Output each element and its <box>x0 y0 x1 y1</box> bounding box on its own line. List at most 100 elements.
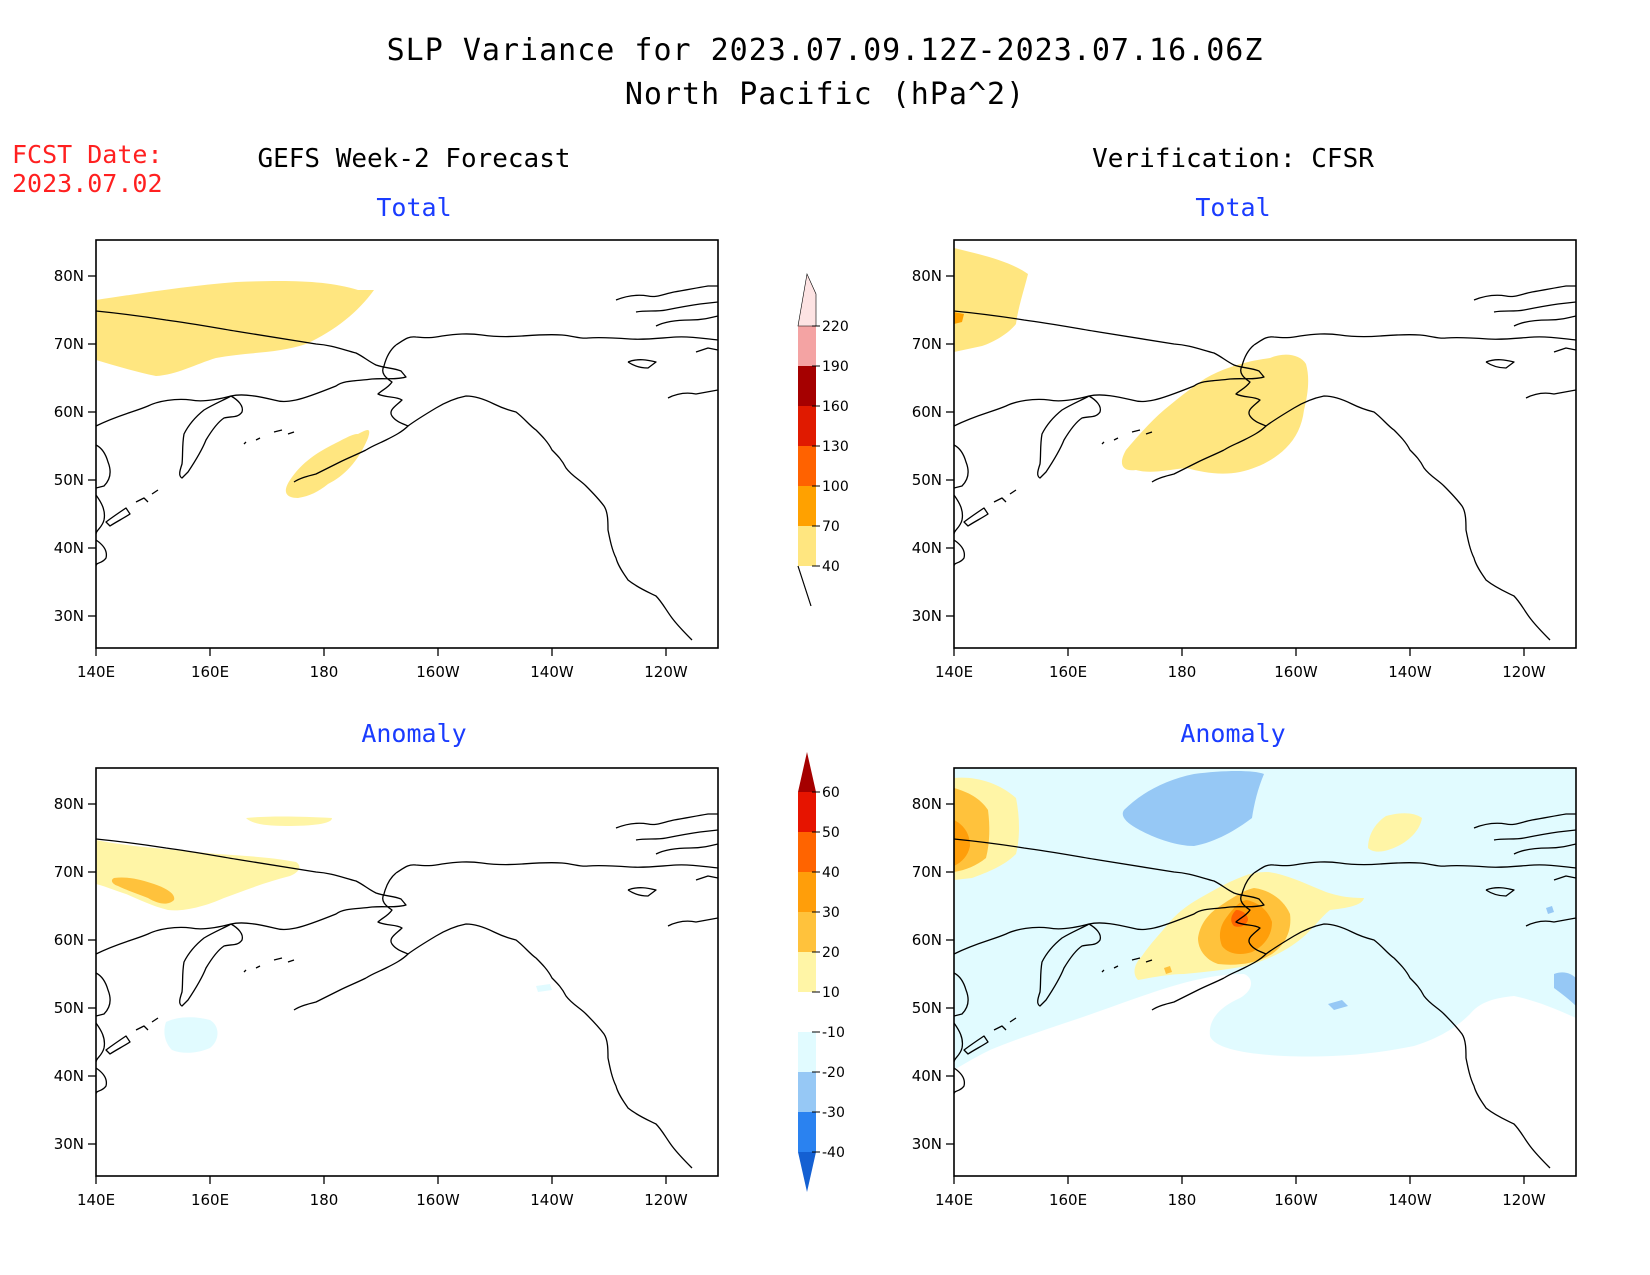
lat-tick-label: 80N <box>54 267 84 285</box>
lon-tick-label: 120W <box>1502 1191 1546 1209</box>
lat-tick-label: 60N <box>912 403 942 421</box>
panel-title-forecast-total: Total <box>376 193 451 222</box>
lat-tick-label: 50N <box>912 999 942 1017</box>
column-title-forecast: GEFS Week-2 Forecast <box>257 144 570 174</box>
colorbar-total-swatch <box>798 486 816 526</box>
lat-tick-label: 60N <box>912 931 942 949</box>
lon-tick-label: 120W <box>1502 663 1546 681</box>
shade-70-100 <box>954 312 964 324</box>
lon-tick-label: 180 <box>1168 1191 1197 1209</box>
shade-neg20-neg30 <box>1328 1000 1348 1010</box>
shade-30-40 <box>1219 900 1272 954</box>
shade-10-20 <box>1164 966 1172 974</box>
colorbar-anomaly-swatch <box>798 792 816 832</box>
lat-tick-label: 80N <box>912 795 942 813</box>
figure-subtitle: North Pacific (hPa^2) <box>625 77 1025 112</box>
colorbar-total-label: 190 <box>822 359 849 375</box>
shade-40-70 <box>96 280 374 376</box>
panel-forecast-total <box>87 239 719 657</box>
lat-tick-label: 40N <box>912 539 942 557</box>
colorbar-total: 40 70 100 130 160 190 220 <box>797 272 849 607</box>
lat-tick-label: 70N <box>54 863 84 881</box>
shade-neg20-neg30 <box>1122 771 1264 846</box>
colorbar-anomaly-label: 60 <box>822 785 840 801</box>
shade-40-70 <box>1121 354 1309 474</box>
lon-tick-label: 180 <box>310 663 339 681</box>
lat-tick-label: 50N <box>54 999 84 1017</box>
colorbar-total-label: 160 <box>822 399 849 415</box>
colorbar-total-tail <box>797 565 812 607</box>
shade-neg10-neg20 <box>536 984 552 992</box>
lon-tick-label: 180 <box>310 1191 339 1209</box>
axis-labels: 140E 160E 180 160W 140W 120W 80N 70N 60N 50N 40N 30… <box>54 267 1546 1209</box>
lat-tick-label: 30N <box>912 1135 942 1153</box>
lon-tick-label: 160E <box>1049 1191 1087 1209</box>
lat-tick-label: 40N <box>54 539 84 557</box>
lon-tick-label: 160W <box>1274 1191 1318 1209</box>
colorbar-total-label: 40 <box>822 559 840 575</box>
fcst-date-label: FCST Date: <box>12 140 163 169</box>
lon-tick-label: 140E <box>935 1191 973 1209</box>
shade-10-20 <box>96 840 300 911</box>
column-title-verification: Verification: CFSR <box>1092 144 1374 174</box>
figure-title: SLP Variance for 2023.07.09.12Z-2023.07.… <box>387 33 1264 68</box>
lon-tick-label: 140E <box>77 663 115 681</box>
panel-forecast-anomaly <box>87 767 719 1185</box>
lat-tick-label: 30N <box>912 607 942 625</box>
colorbar-anomaly-label: 20 <box>822 945 840 961</box>
fcst-date-value: 2023.07.02 <box>12 169 163 198</box>
lat-tick-label: 80N <box>912 267 942 285</box>
shade-10-20 <box>246 816 332 826</box>
colorbar-anomaly-swatch <box>798 912 816 952</box>
panel-title-verification-anomaly: Anomaly <box>1180 719 1285 748</box>
panel-verification-total <box>945 239 1577 657</box>
colorbar-anomaly-swatch <box>798 1072 816 1112</box>
colorbar-anomaly-swatch <box>798 952 816 992</box>
colorbar-anomaly-label: -10 <box>822 1025 845 1041</box>
lon-tick-label: 160W <box>1274 663 1318 681</box>
colorbar-total-swatch <box>798 446 816 486</box>
colorbar-total-swatch <box>798 326 816 366</box>
colorbar-anomaly-swatch <box>798 1112 816 1152</box>
lon-tick-label: 140E <box>935 663 973 681</box>
shade-40-70 <box>285 430 370 498</box>
colorbar-anomaly-label: 10 <box>822 985 840 1001</box>
shade-neg10-neg20 <box>164 1017 218 1053</box>
shade-20-30 <box>111 877 175 904</box>
shade-30-40 <box>954 820 970 866</box>
colorbar-anomaly-label: -20 <box>822 1065 845 1081</box>
panel-title-forecast-anomaly: Anomaly <box>361 719 466 748</box>
colorbar-anomaly-swatch <box>798 1152 816 1192</box>
panel-title-verification-total: Total <box>1195 193 1270 222</box>
colorbar-anomaly-swatch <box>798 992 816 1032</box>
colorbar-total-swatch <box>797 272 817 327</box>
colorbar-total-label: 70 <box>822 519 840 535</box>
colorbar-total-swatch <box>798 526 816 566</box>
colorbar-total-label: 130 <box>822 439 849 455</box>
colorbar-anomaly-label: 50 <box>822 825 840 841</box>
lon-tick-label: 140E <box>77 1191 115 1209</box>
panel-verification-anomaly <box>945 767 1577 1185</box>
colorbar-anomaly: -40 -30 -20 -10 10 20 30 40 50 60 <box>798 752 845 1192</box>
colorbar-anomaly-label: 30 <box>822 905 840 921</box>
shade-neg20-neg30 <box>1554 972 1576 1006</box>
colorbar-anomaly-swatch <box>798 872 816 912</box>
lat-tick-label: 60N <box>54 931 84 949</box>
lon-tick-label: 160W <box>416 1191 460 1209</box>
lon-tick-label: 160E <box>1049 663 1087 681</box>
lat-tick-label: 70N <box>54 335 84 353</box>
colorbar-anomaly-label: -40 <box>822 1145 845 1161</box>
shade-10-20 <box>1368 813 1422 852</box>
lat-tick-label: 50N <box>912 471 942 489</box>
lon-tick-label: 160E <box>191 663 229 681</box>
shade-neg20-neg30 <box>1546 906 1554 914</box>
lon-tick-label: 160E <box>191 1191 229 1209</box>
lat-tick-label: 30N <box>54 607 84 625</box>
lon-tick-label: 140W <box>1388 1191 1432 1209</box>
lon-tick-label: 160W <box>416 663 460 681</box>
colorbar-anomaly-swatch <box>798 1032 816 1072</box>
colorbar-total-label: 100 <box>822 479 849 495</box>
colorbar-anomaly-label: 40 <box>822 865 840 881</box>
lat-tick-label: 80N <box>54 795 84 813</box>
